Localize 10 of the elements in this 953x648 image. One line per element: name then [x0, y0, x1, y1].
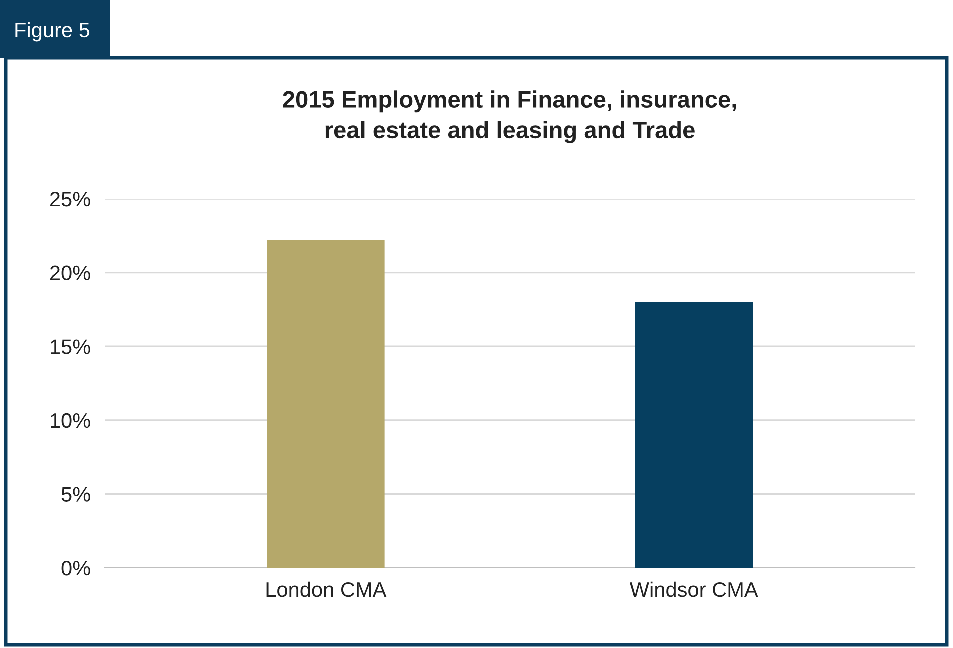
x-tick-label: Windsor CMA [630, 582, 758, 598]
caption: Figure 5 [16, 22, 90, 42]
y-tick-label: 5% [62, 487, 90, 502]
y-tick-label: 10% [51, 413, 90, 428]
x-tick-label: London CMA [266, 582, 387, 598]
y-tick-label: 15% [51, 340, 90, 354]
y-tick-label: 0% [62, 561, 90, 576]
y-tick-label: 20% [50, 266, 90, 281]
chart-title: 2015 Employment in Finance, insurance, real estate and leasing and Trade [283, 90, 736, 144]
y-tick-label: 25% [50, 192, 90, 207]
